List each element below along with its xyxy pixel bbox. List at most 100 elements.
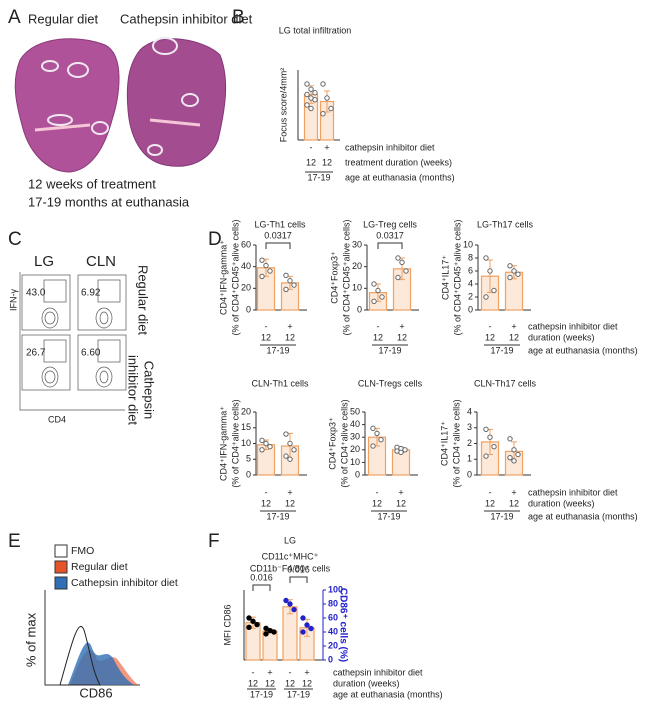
y-axis-label: CD4⁺Foxp3⁺ xyxy=(327,417,337,470)
data-point xyxy=(324,95,330,101)
flow-plots xyxy=(19,272,127,411)
row-label: treatment duration (weeks) xyxy=(345,157,452,167)
y-tick-label: 50 xyxy=(350,406,360,416)
data-point xyxy=(300,615,306,621)
data-point xyxy=(374,430,380,437)
data-point xyxy=(511,447,517,453)
data-point xyxy=(371,281,377,287)
data-point xyxy=(246,615,252,621)
data-point xyxy=(283,431,289,437)
data-point xyxy=(487,268,493,274)
row-label: duration (weeks) xyxy=(528,498,595,508)
significance-bracket xyxy=(265,242,291,249)
condition-label: 12 xyxy=(261,332,271,342)
condition-label: - xyxy=(289,667,292,677)
y-tick-label: 0 xyxy=(246,469,251,479)
y-tick-label: 10 xyxy=(463,239,473,249)
axis-label: CD86 xyxy=(79,685,112,700)
condition-label: 12 xyxy=(306,157,316,167)
data-point xyxy=(304,91,310,98)
row-label: Cathepsin xyxy=(142,361,157,420)
y-tick-label: 1 xyxy=(467,454,472,464)
data-point xyxy=(308,86,314,92)
note: 12 weeks of treatment xyxy=(28,176,156,191)
error-bar xyxy=(487,259,493,293)
condition-label: - xyxy=(310,142,313,152)
data-point xyxy=(267,268,273,274)
data-point xyxy=(283,286,289,293)
data-point xyxy=(312,97,318,103)
condition-label: 12 xyxy=(396,498,406,508)
panel-label: Regular diet xyxy=(28,11,98,26)
y-tick-label: 0 xyxy=(355,469,360,479)
chart-title: CLN-Tregs cells xyxy=(358,378,423,388)
y-axis-label: MFI CD86 xyxy=(222,604,232,645)
chart-title: CLN-Th1 cells xyxy=(251,378,309,388)
y-tick-label: 3 xyxy=(467,422,472,432)
data-point xyxy=(483,255,489,261)
data-point xyxy=(378,437,384,443)
group-label: 17-19 xyxy=(378,345,401,355)
y-axis-label: CD4⁺IL17⁺ xyxy=(439,421,449,466)
data-point xyxy=(263,625,269,631)
condition-label: + xyxy=(511,321,516,331)
legend-label: FMO xyxy=(71,545,94,557)
legend-swatch xyxy=(54,560,68,574)
data-point xyxy=(403,268,409,274)
y-tick-label: 10 xyxy=(352,283,362,293)
legend-swatch xyxy=(54,576,68,590)
y-axis-label: CD4⁺IL17⁺ xyxy=(440,255,450,300)
group-label: 17-19 xyxy=(250,689,273,699)
chart-title: LG-Th1 cells xyxy=(254,219,306,229)
note: 17-19 months at euthanasia xyxy=(28,194,190,209)
row-label: age at euthanasia (months) xyxy=(528,511,638,521)
condition-label: 12 xyxy=(285,332,295,342)
p-value: 0.0317 xyxy=(264,230,292,240)
condition-label: 12 xyxy=(509,332,519,342)
data-point xyxy=(398,449,404,456)
data-point xyxy=(287,278,293,284)
panel-letter: E xyxy=(8,531,21,552)
chart-title: LG-Treg cells xyxy=(363,219,417,229)
y-tick-label: 2 xyxy=(467,438,472,448)
condition-label: + xyxy=(511,487,516,497)
panel-letter: D xyxy=(208,229,222,250)
data-point xyxy=(291,447,297,453)
data-point xyxy=(507,274,513,281)
y-tick-label: 4 xyxy=(468,278,473,288)
data-point xyxy=(370,425,376,432)
chart-title: LG xyxy=(284,535,296,545)
condition-label: + xyxy=(324,142,329,152)
group-label: 17-19 xyxy=(490,511,513,521)
y-tick-label: 30 xyxy=(350,432,360,442)
data-point xyxy=(491,287,497,294)
condition-label: - xyxy=(489,487,492,497)
group-label: 17-19 xyxy=(377,511,400,521)
group-label: 17-19 xyxy=(307,172,330,182)
group-label: 17-19 xyxy=(490,345,513,355)
data-point xyxy=(379,294,385,300)
data-point xyxy=(283,597,289,604)
data-point xyxy=(375,287,381,294)
bar xyxy=(282,606,298,661)
panel-letter: B xyxy=(232,7,245,28)
significance-bracket xyxy=(289,576,308,583)
data-point xyxy=(259,257,265,263)
condition-label: - xyxy=(265,321,268,331)
y-tick-label: 10 xyxy=(350,457,360,467)
condition-label: 12 xyxy=(373,332,383,342)
data-point xyxy=(483,294,489,300)
row-label: cathepsin inhibitor diet xyxy=(528,487,618,497)
p-value: 0.016 xyxy=(250,572,273,582)
y-axis-label: (% of CD4⁺alive cells) xyxy=(339,399,349,487)
gate-value: 6.60 xyxy=(81,348,101,359)
axis-label: % of max xyxy=(23,612,38,667)
group-label: 17-19 xyxy=(287,689,310,699)
condition-label: 12 xyxy=(248,678,258,688)
data-point xyxy=(300,629,306,635)
y-tick-label: 20 xyxy=(350,444,360,454)
condition-label: - xyxy=(489,321,492,331)
condition-label: - xyxy=(376,487,379,497)
row-label: cathepsin inhibitor diet xyxy=(528,321,618,331)
data-point xyxy=(254,621,260,628)
